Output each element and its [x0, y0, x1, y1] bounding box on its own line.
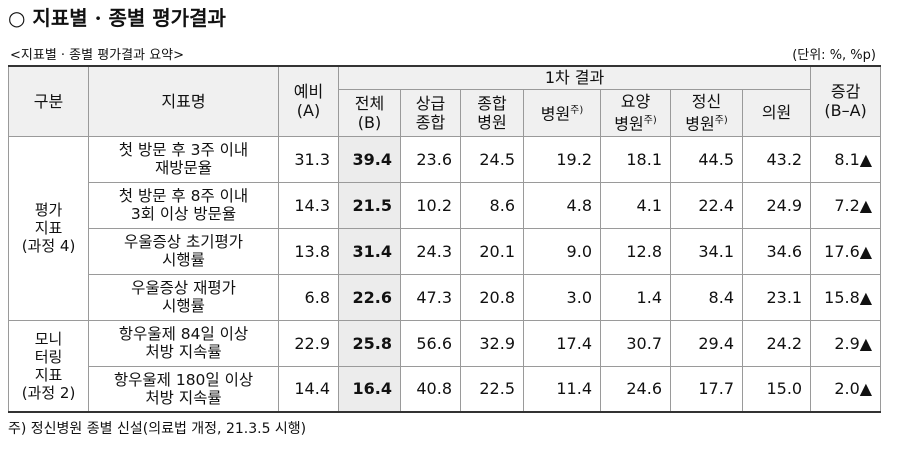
- value-cell: 20.1: [460, 227, 524, 275]
- value-cell: 19.2: [523, 135, 601, 183]
- header-text: 요양 병원: [614, 91, 651, 134]
- table-row: 항우울제 180일 이상 처방 지속률 14.4 16.4 40.8 22.5 11.4 2…: [9, 365, 882, 413]
- indicator-cell: 첫 방문 후 3주 이내 재방문율: [88, 135, 279, 183]
- note-mark: 주): [714, 114, 728, 126]
- value-cell: 18.1: [600, 135, 671, 183]
- header-cell: 지표명: [88, 65, 279, 137]
- header-cell: 전체 (B): [338, 88, 401, 137]
- unit: (단위: %, %p): [792, 48, 876, 63]
- header-cell: 병원주): [523, 88, 601, 137]
- header-text: 병원: [540, 104, 571, 124]
- value-cell: 20.8: [460, 273, 524, 321]
- value-cell: 24.5: [460, 135, 524, 183]
- table-body: 평가 지표 (과정 4) 첫 방문 후 3주 이내 재방문율 31.3 39.4 23.…: [8, 135, 882, 413]
- value-cell: 22.9: [278, 319, 339, 367]
- value-cell: 34.1: [670, 227, 743, 275]
- value-cell: 22.5: [460, 365, 524, 413]
- result-table: 구분 지표명 예비 (A) 1차 결과 증감 (B–A) 전체 (B) 상급 종…: [8, 65, 882, 413]
- header-cell: 1차 결과: [337, 65, 812, 90]
- header-cell: 의원: [741, 88, 812, 137]
- footnote: 주) 정신병원 종별 신설(의료법 개정, 21.3.5 시행): [8, 421, 307, 437]
- value-cell: 11.4: [523, 365, 601, 413]
- value-cell: 31.4: [338, 227, 401, 275]
- value-cell: 23.1: [741, 273, 812, 321]
- table-row: 첫 방문 후 8주 이내 3회 이상 방문율 14.3 21.5 10.2 8.6 4.8…: [9, 181, 882, 229]
- value-cell: 4.1: [600, 181, 671, 229]
- value-cell: 43.2: [741, 135, 812, 183]
- value-cell: 14.4: [278, 365, 339, 413]
- indicator-cell: 항우울제 180일 이상 처방 지속률: [88, 365, 279, 413]
- table-row: 모니 터링 지표 (과정 2) 항우울제 84일 이상 처방 지속률 22.9 25.…: [8, 319, 882, 413]
- value-cell: 32.9: [460, 319, 524, 367]
- value-cell: 8.6: [460, 181, 524, 229]
- header-cell: 증감 (B–A): [810, 65, 882, 137]
- value-cell: 3.0: [523, 273, 601, 321]
- header-cell: 요양 병원주): [600, 88, 671, 137]
- value-cell: 24.2: [741, 319, 812, 367]
- value-cell: 8.1▲: [810, 135, 882, 183]
- header-cell: 구분: [8, 65, 89, 137]
- group-cell: 모니 터링 지표 (과정 2): [8, 319, 89, 413]
- value-cell: 13.8: [278, 227, 339, 275]
- value-cell: 4.8: [523, 181, 601, 229]
- value-cell: 15.0: [741, 365, 812, 413]
- indicator-cell: 첫 방문 후 8주 이내 3회 이상 방문율: [88, 181, 279, 229]
- value-cell: 39.4: [338, 135, 401, 183]
- table-row: 우울증상 재평가 시행률 6.8 22.6 47.3 20.8 3.0 1.4 8.4 23.1…: [9, 273, 882, 321]
- title: ○ 지표별 · 종별 평가결과: [8, 6, 226, 30]
- value-cell: 30.7: [600, 319, 671, 367]
- table-row: 우울증상 초기평가 시행률 13.8 31.4 24.3 20.1 9.0 12.8 34.1…: [9, 227, 882, 275]
- value-cell: 2.9▲: [810, 319, 882, 367]
- value-cell: 16.4: [338, 365, 401, 413]
- value-cell: 31.3: [278, 135, 339, 183]
- value-cell: 22.4: [670, 181, 743, 229]
- value-cell: 17.7: [670, 365, 743, 413]
- value-cell: 29.4: [670, 319, 743, 367]
- header-cell: 정신 병원주): [670, 88, 743, 137]
- value-cell: 56.6: [400, 319, 461, 367]
- value-cell: 23.6: [400, 135, 461, 183]
- note-mark: 주): [570, 105, 584, 117]
- value-cell: 24.3: [400, 227, 461, 275]
- value-cell: 24.6: [600, 365, 671, 413]
- value-cell: 34.6: [741, 227, 812, 275]
- value-cell: 25.8: [338, 319, 401, 367]
- value-cell: 6.8: [278, 273, 339, 321]
- indicator-cell: 우울증상 초기평가 시행률: [88, 227, 279, 275]
- value-cell: 2.0▲: [810, 365, 882, 413]
- value-cell: 12.8: [600, 227, 671, 275]
- value-cell: 21.5: [338, 181, 401, 229]
- value-cell: 10.2: [400, 181, 461, 229]
- value-cell: 24.9: [741, 181, 812, 229]
- value-cell: 17.4: [523, 319, 601, 367]
- value-cell: 22.6: [338, 273, 401, 321]
- indicator-cell: 우울증상 재평가 시행률: [88, 273, 279, 321]
- header-cell: 종합 병원: [460, 88, 524, 137]
- value-cell: 14.3: [278, 181, 339, 229]
- indicator-cell: 항우울제 84일 이상 처방 지속률: [88, 319, 279, 367]
- table-row: 평가 지표 (과정 4) 첫 방문 후 3주 이내 재방문율 31.3 39.4 23.…: [8, 135, 882, 321]
- value-cell: 47.3: [400, 273, 461, 321]
- value-cell: 1.4: [600, 273, 671, 321]
- value-cell: 17.6▲: [810, 227, 882, 275]
- header-cell: 상급 종합: [400, 88, 461, 137]
- group-cell: 평가 지표 (과정 4): [8, 135, 89, 321]
- value-cell: 7.2▲: [810, 181, 882, 229]
- value-cell: 40.8: [400, 365, 461, 413]
- header-text: 정신 병원: [685, 91, 722, 134]
- value-cell: 8.4: [670, 273, 743, 321]
- value-cell: 15.8▲: [810, 273, 882, 321]
- caption: <지표별 · 종별 평가결과 요약>: [10, 48, 185, 63]
- value-cell: 44.5: [670, 135, 743, 183]
- value-cell: 9.0: [523, 227, 601, 275]
- header-cell: 예비 (A): [278, 65, 339, 137]
- note-mark: 주): [643, 114, 657, 126]
